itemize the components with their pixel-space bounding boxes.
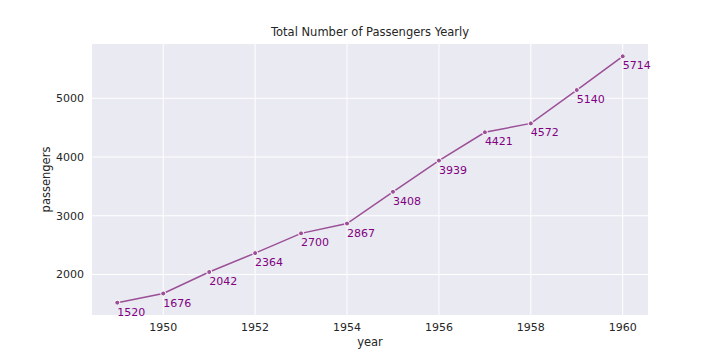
x-tick-label: 1950 [149,321,177,334]
data-label: 4572 [531,126,559,139]
y-axis-label: passengers [39,147,53,213]
chart: 1950 1952 1954 1956 1958 1960 2000 3000 4000 5000… [0,0,720,360]
data-label: 3408 [393,195,421,208]
data-label: 2042 [209,275,237,288]
y-tick-label: 5000 [56,92,84,105]
marker [482,130,487,135]
data-label: 2867 [347,227,375,240]
title: Total Number of Passengers Yearly [270,25,469,39]
marker [528,121,533,126]
data-label: 5140 [577,93,605,106]
data-label: 2364 [255,256,283,269]
background [0,0,720,360]
y-grid-line [92,274,648,275]
marker [390,189,395,194]
marker [161,291,166,296]
marker [115,300,120,305]
y-tick-label: 4000 [56,151,84,164]
data-label: 3939 [439,164,467,177]
marker [436,158,441,163]
data-group [115,54,625,305]
x-axis-label: year [357,335,383,349]
plot-area [92,44,648,315]
marker [253,251,258,256]
marker [299,231,304,236]
line [117,56,622,302]
marker [345,221,350,226]
y-tick-label: 3000 [56,210,84,223]
data-label: 1676 [163,297,191,310]
data-label: 2700 [301,236,329,249]
data-label: 5714 [623,59,651,72]
x-tick-label: 1960 [609,321,637,334]
marker [207,270,212,275]
marker [620,54,625,59]
y-tick-label: 2000 [56,268,84,281]
y-grid-line [92,157,648,158]
x-tick-label: 1952 [241,321,269,334]
marker [574,88,579,93]
x-tick-label: 1956 [425,321,453,334]
y-grid-line [92,215,648,216]
x-tick-label: 1954 [333,321,361,334]
data-label: 1520 [117,306,145,319]
data-label: 4421 [485,135,513,148]
x-tick-label: 1958 [517,321,545,334]
